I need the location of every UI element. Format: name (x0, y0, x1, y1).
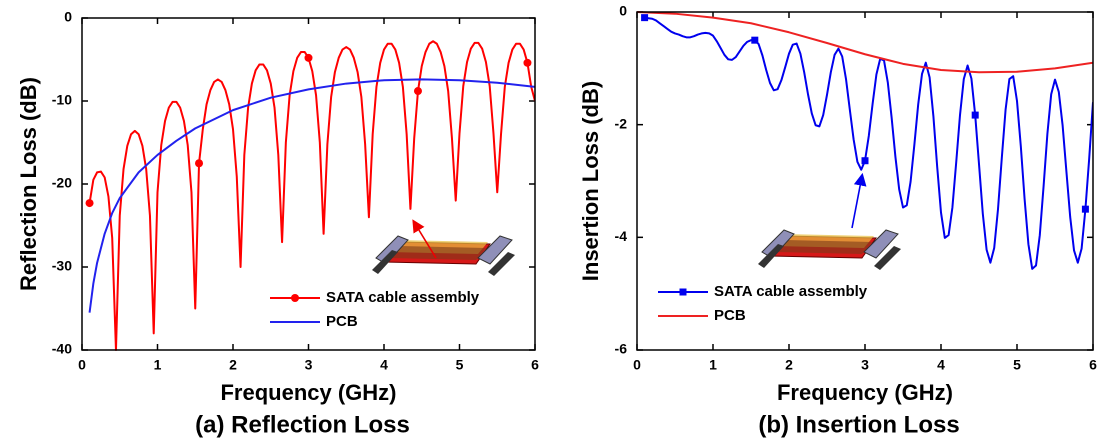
x-tick-label: 1 (709, 357, 717, 373)
data-marker (523, 58, 532, 67)
x-tick-label: 0 (78, 357, 86, 373)
y-tick-label: 0 (619, 3, 627, 19)
series-line (644, 16, 1093, 270)
x-tick-label: 2 (785, 357, 793, 373)
x-axis-title: Frequency (GHz) (220, 380, 396, 405)
y-tick-label: -30 (52, 258, 72, 274)
legend-label: PCB (326, 313, 358, 330)
data-marker (85, 199, 94, 208)
plot-frame (81, 17, 536, 351)
y-tick-label: -10 (52, 92, 72, 108)
x-tick-label: 2 (229, 357, 237, 373)
x-tick-label: 5 (1013, 357, 1021, 373)
x-tick-label: 1 (154, 357, 162, 373)
plot-frame (636, 11, 1094, 351)
y-tick-label: 0 (64, 9, 72, 25)
x-tick-label: 6 (1089, 357, 1097, 373)
cable-inset-a (372, 219, 515, 276)
data-marker (641, 14, 649, 22)
legend-label: SATA cable assembly (714, 283, 868, 300)
x-tick-label: 0 (633, 357, 641, 373)
y-tick-label: -40 (52, 341, 72, 357)
data-marker (413, 87, 422, 96)
data-marker (751, 36, 759, 44)
cable-inset-b (758, 172, 901, 270)
legend-label: PCB (714, 307, 746, 324)
x-tick-label: 6 (531, 357, 539, 373)
data-marker (304, 53, 313, 62)
legend-label: SATA cable assembly (326, 289, 480, 306)
x-axis-title: Frequency (GHz) (777, 380, 953, 405)
y-axis-title: Reflection Loss (dB) (16, 77, 41, 291)
data-marker (1081, 205, 1089, 213)
y-tick-label: -6 (615, 341, 628, 357)
x-tick-label: 4 (380, 357, 388, 373)
series-line (88, 40, 535, 351)
y-tick-label: -2 (615, 115, 628, 131)
data-marker (195, 159, 204, 168)
x-tick-label: 3 (861, 357, 869, 373)
plot-lines (637, 11, 1093, 270)
x-tick-label: 3 (305, 357, 313, 373)
x-tick-label: 4 (937, 357, 945, 373)
series-line (88, 78, 535, 313)
data-marker (971, 111, 979, 119)
y-tick-label: -4 (615, 228, 628, 244)
caption: (b) Insertion Loss (758, 411, 959, 438)
data-marker (679, 288, 687, 296)
y-tick-label: -20 (52, 175, 72, 191)
caption: (a) Reflection Loss (195, 411, 410, 438)
y-axis-title: Insertion Loss (dB) (578, 81, 603, 281)
plot-lines (88, 40, 535, 351)
data-marker (291, 294, 299, 302)
series-line (637, 11, 1093, 74)
data-marker (861, 157, 869, 165)
x-tick-label: 5 (456, 357, 464, 373)
